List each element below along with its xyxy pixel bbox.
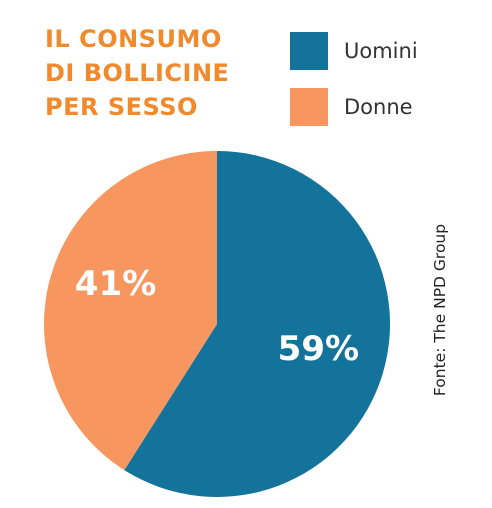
chart-title-line-2: DI BOLLICINE xyxy=(45,59,230,87)
legend-item-uomini: Uomini xyxy=(290,32,418,70)
legend-label-uomini: Uomini xyxy=(344,39,418,63)
chart-title: IL CONSUMO DI BOLLICINE PER SESSO xyxy=(45,22,265,124)
source-credit: Fonte: The NPD Group xyxy=(431,223,449,397)
legend-swatch-uomini xyxy=(290,32,328,70)
pie-label-donne: 41% xyxy=(75,264,156,304)
chart-title-line-3: PER SESSO xyxy=(45,93,198,121)
pie-slice-uomini xyxy=(124,151,390,497)
legend-label-donne: Donne xyxy=(344,95,413,119)
chart-title-line-1: IL CONSUMO xyxy=(45,25,222,53)
pie-slice-donne xyxy=(44,151,217,471)
chart-legend: Uomini Donne xyxy=(290,32,418,144)
legend-item-donne: Donne xyxy=(290,88,418,126)
legend-swatch-donne xyxy=(290,88,328,126)
pie-label-uomini: 59% xyxy=(278,329,359,369)
